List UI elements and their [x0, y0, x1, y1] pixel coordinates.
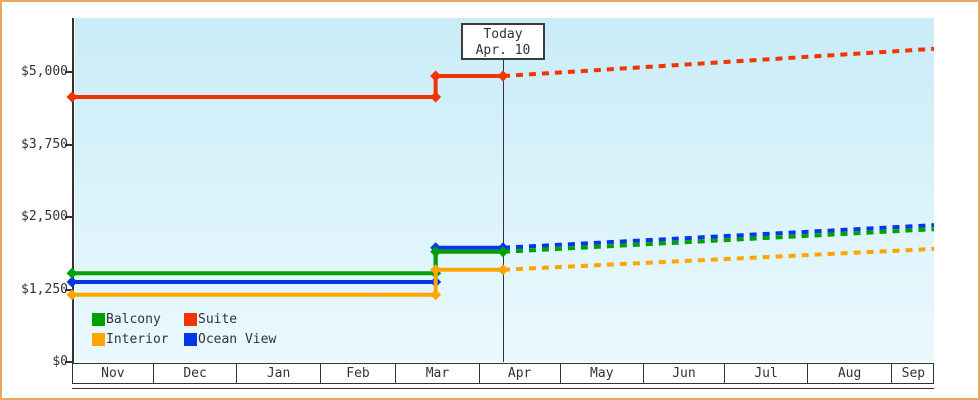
- legend-item-interior: Interior: [92, 333, 184, 346]
- data-point-suite: [66, 91, 78, 103]
- y-axis-label: $5,000: [21, 64, 68, 79]
- data-point-interior: [430, 264, 442, 276]
- month-cell-dec: Dec: [154, 364, 238, 383]
- today-marker-line: [502, 59, 504, 362]
- y-axis-tick: [65, 71, 74, 73]
- data-point-interior: [497, 264, 509, 276]
- series-projection-interior: [502, 246, 935, 272]
- data-point-interior: [430, 289, 442, 301]
- data-point-balcony: [430, 246, 442, 258]
- y-axis-tick: [65, 216, 74, 218]
- month-cell-feb: Feb: [321, 364, 397, 383]
- y-axis-label: $1,250: [21, 281, 68, 297]
- legend-label: Interior: [106, 332, 169, 347]
- month-cell-aug: Aug: [808, 364, 892, 383]
- data-point-ocean-view: [66, 276, 78, 288]
- legend-label: Suite: [198, 312, 238, 327]
- data-point-interior: [66, 289, 78, 301]
- series-line-interior: [72, 267, 503, 297]
- series-line-suite: [72, 74, 503, 99]
- series-line-balcony: [72, 249, 503, 276]
- y-axis-label: $3,750: [21, 136, 68, 152]
- data-point-balcony: [497, 246, 509, 258]
- y-axis-label: $0: [52, 354, 68, 369]
- month-cell-nov: Nov: [73, 364, 154, 383]
- legend-swatch-icon: [92, 313, 105, 326]
- series-projection-balcony: [502, 227, 935, 254]
- legend-label: Balcony: [106, 312, 161, 327]
- legend: Balcony Suite Interior Ocean View: [92, 313, 276, 346]
- series-projection-ocean-view: [502, 223, 935, 250]
- today-label: Today: [483, 27, 523, 42]
- legend-item-suite: Suite: [184, 313, 276, 326]
- today-marker-box: Today Apr. 10: [461, 23, 545, 60]
- data-point-suite: [430, 70, 442, 82]
- legend-item-ocean-view: Ocean View: [184, 333, 276, 346]
- y-axis-tick: [65, 288, 74, 291]
- month-cell-jan: Jan: [237, 364, 321, 383]
- month-cell-jun: Jun: [644, 364, 725, 383]
- data-point-suite: [430, 91, 442, 103]
- y-axis: [72, 18, 74, 364]
- month-cell-apr: Apr: [480, 364, 561, 383]
- x-axis-baseline: [72, 388, 934, 389]
- data-point-suite: [497, 70, 509, 82]
- y-axis-label: $2,500: [21, 209, 68, 224]
- y-axis-tick: [65, 143, 74, 146]
- legend-label: Ocean View: [198, 332, 277, 347]
- legend-item-balcony: Balcony: [92, 313, 184, 326]
- month-cell-mar: Mar: [396, 364, 480, 383]
- month-cell-sep: Sep: [901, 366, 926, 381]
- y-axis-tick: [65, 361, 74, 363]
- legend-swatch-icon: [184, 313, 197, 326]
- data-point-balcony: [66, 267, 78, 279]
- x-axis-month-row: Nov Dec Jan Feb Mar Apr May Jun Jul Aug Sep: [72, 363, 934, 384]
- month-cell-jul: Jul: [725, 364, 809, 383]
- month-cell-may: May: [561, 364, 645, 383]
- today-date-label: Apr. 10: [475, 43, 531, 58]
- legend-swatch-icon: [92, 333, 105, 346]
- series-projection-suite: [502, 46, 935, 79]
- legend-swatch-icon: [184, 333, 197, 346]
